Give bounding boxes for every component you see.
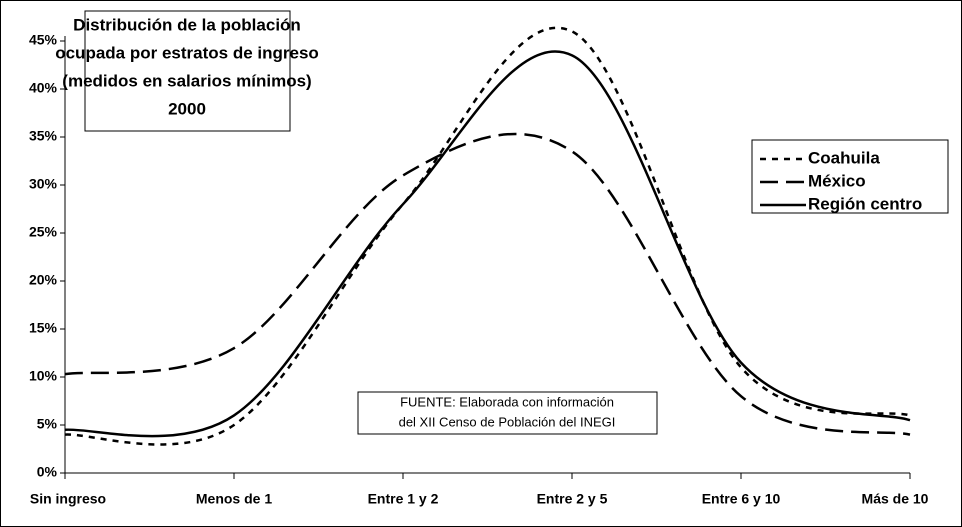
title-box — [84, 10, 291, 132]
x-tick-label: Menos de 1 — [196, 491, 272, 507]
y-tick-label: 20% — [29, 272, 58, 288]
y-tick-label: 25% — [29, 224, 58, 240]
y-tick-label: 15% — [29, 320, 58, 336]
chart-title: ocupada por estratos de ingreso — [55, 43, 319, 62]
series-line — [64, 50, 911, 438]
chart-title: 2000 — [168, 99, 206, 118]
y-tick-label: 30% — [29, 176, 58, 192]
y-tick-label: 10% — [29, 368, 58, 384]
series-line — [64, 132, 911, 436]
annotation: FUENTE: Elaborada con información — [400, 394, 614, 409]
series-line — [64, 26, 911, 446]
chart-title: Distribución de la población — [73, 15, 301, 34]
y-tick-label: 0% — [37, 464, 58, 480]
y-tick-label: 5% — [37, 416, 58, 432]
x-tick-label: Más de 10 — [862, 491, 929, 507]
chart-title: (medidos en salarios mínimos) — [62, 71, 311, 90]
annotation-box — [357, 391, 658, 435]
y-tick-label: 45% — [29, 32, 58, 48]
annotation: del XII Censo de Población del INEGI — [399, 414, 616, 429]
x-tick-label: Entre 6 y 10 — [702, 491, 781, 507]
y-tick-label: 35% — [29, 128, 58, 144]
legend-label: México — [808, 171, 866, 190]
legend-box — [751, 139, 949, 214]
x-tick-label: Entre 2 y 5 — [537, 491, 608, 507]
legend-label: Coahuila — [808, 148, 880, 167]
x-tick-label: Entre 1 y 2 — [368, 491, 439, 507]
legend-label: Región centro — [808, 194, 922, 213]
y-tick-label: 40% — [29, 80, 58, 96]
x-tick-label: Sin ingreso — [30, 491, 106, 507]
